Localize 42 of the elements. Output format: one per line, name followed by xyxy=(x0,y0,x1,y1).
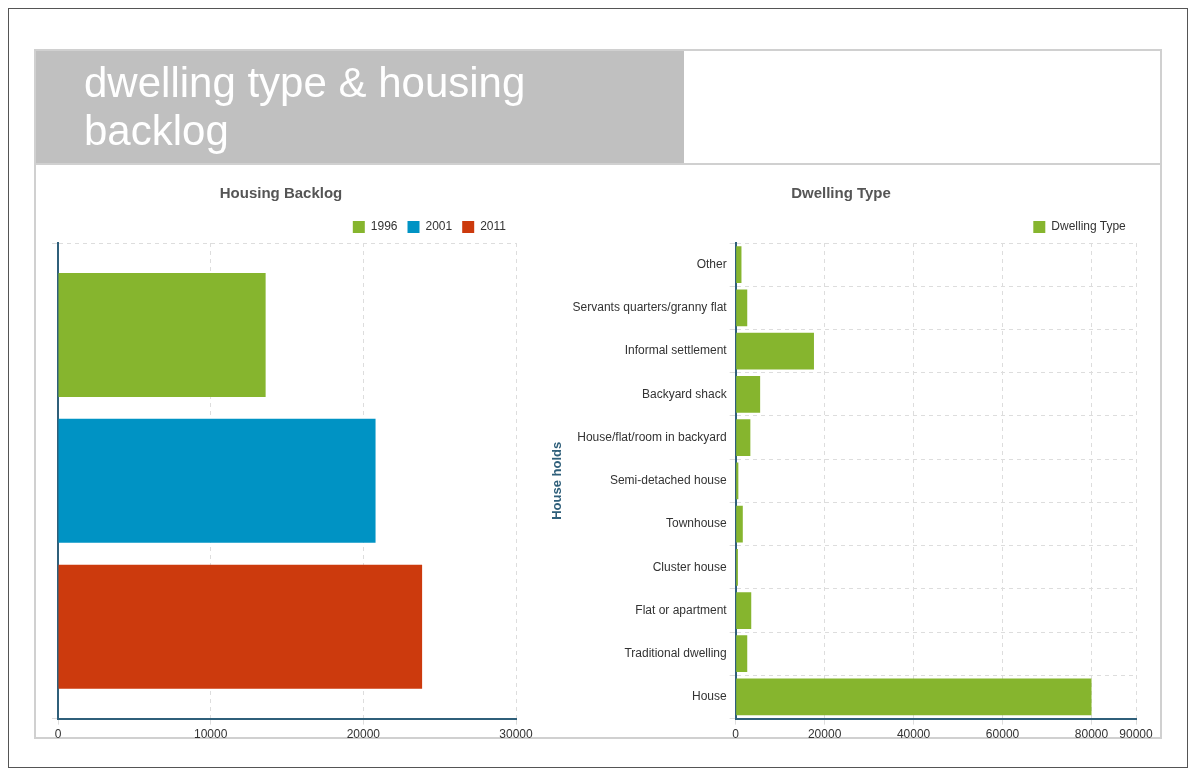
x-tick-label: 20000 xyxy=(346,727,381,742)
y-tick-label: House xyxy=(691,689,727,704)
bar xyxy=(736,332,814,370)
y-axis-title: House holds xyxy=(549,441,565,520)
legend-label: 2011 xyxy=(480,219,507,234)
chart-subtitle: Housing Backlog xyxy=(219,184,343,202)
bar xyxy=(736,375,761,413)
legend-label: 2001 xyxy=(425,219,453,234)
y-tick-label: House/flat/room in backyard xyxy=(577,429,727,444)
x-tick-label: 40000 xyxy=(896,727,931,742)
bar xyxy=(736,505,743,543)
y-tick-label: Cluster house xyxy=(652,559,727,574)
chart-title: dwelling type & housing backlog xyxy=(36,51,684,163)
bar xyxy=(736,246,742,283)
bar xyxy=(58,418,376,543)
legend-label: Dwelling Type xyxy=(1051,219,1127,234)
y-tick-label: Traditional dwelling xyxy=(624,646,727,661)
x-tick-label: 90000 xyxy=(1119,727,1154,742)
y-tick-label: Flat or apartment xyxy=(635,602,728,617)
y-tick-label: Townhouse xyxy=(665,516,727,531)
bar xyxy=(736,419,751,456)
y-tick-label: Servants quarters/granny flat xyxy=(572,300,728,315)
bar xyxy=(736,678,1092,716)
chart-subtitle: Dwelling Type xyxy=(791,184,891,202)
x-tick-label: 0 xyxy=(54,727,62,742)
y-tick-label: Other xyxy=(696,256,727,271)
bar xyxy=(736,289,748,327)
bar xyxy=(58,564,423,689)
bar xyxy=(736,462,739,500)
bar xyxy=(58,272,266,397)
bar xyxy=(736,635,748,673)
legend-label: 1996 xyxy=(370,219,398,234)
y-tick-label: Backyard shack xyxy=(641,386,728,401)
x-tick-label: 30000 xyxy=(499,727,534,742)
y-tick-label: Semi-detached house xyxy=(609,473,727,488)
bar xyxy=(736,592,752,629)
x-tick-label: 80000 xyxy=(1074,727,1109,742)
y-tick-label: Informal settlement xyxy=(624,343,728,358)
x-tick-label: 10000 xyxy=(193,727,228,742)
x-tick-label: 0 xyxy=(732,727,740,742)
x-tick-label: 20000 xyxy=(807,727,842,742)
x-tick-label: 60000 xyxy=(985,727,1020,742)
